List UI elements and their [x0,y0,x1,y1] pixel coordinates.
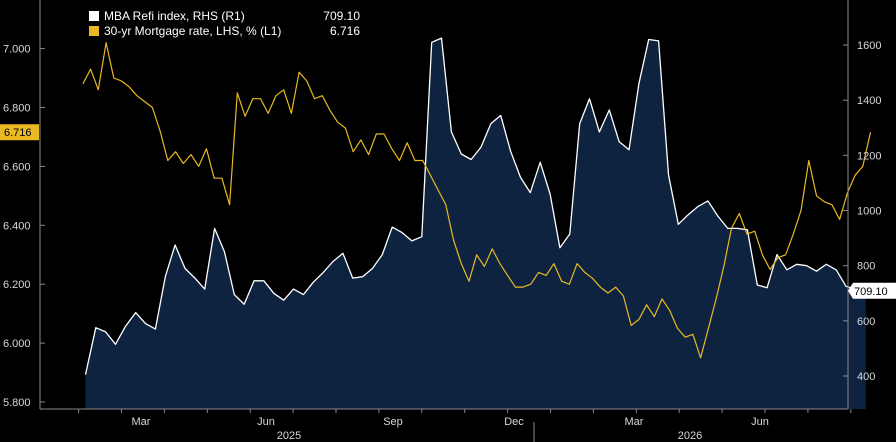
right-value-tag-text: 709.10 [854,286,888,298]
x-tick-label: Jun [257,416,275,428]
right-tick-label: 400 [857,371,875,383]
x-tick-label: Mar [625,416,644,428]
right-tick-label: 1000 [857,206,881,218]
right-tick-label: 1200 [857,150,881,162]
right-tick-label: 1600 [857,40,881,52]
right-tick-label: 1400 [857,95,881,107]
legend-last-value: 709.10 [323,9,360,23]
left-tick-label: 5.800 [3,397,31,409]
legend-swatch [89,11,99,21]
left-tick-label: 6.800 [3,103,31,115]
year-labels: 2025 2026 [277,430,702,442]
refi-area-layer [85,38,866,409]
left-axis-ticks: 5.800 6.000 6.200 6.400 6.600 6.800 7.000 [3,44,45,409]
left-value-tag [0,124,39,141]
year-label: 2026 [678,430,702,442]
x-tick-label: Dec [504,416,524,428]
left-tick-label: 6.200 [3,279,31,291]
last-value-tags: 6.716 709.10 [0,124,896,299]
x-tick-label: Mar [132,416,151,428]
axes-layer [39,0,849,442]
legend-label: 30-yr Mortgage rate, LHS, % (L1) [104,24,281,38]
x-tick-label: Sep [383,416,403,428]
refi-index-line [84,37,866,375]
mortgage-rate-line [82,42,872,359]
series-lines-layer [82,37,872,375]
left-value-tag-text: 6.716 [4,127,32,139]
right-tick-label: 600 [857,316,875,328]
legend-label: MBA Refi index, RHS (R1) [104,9,245,23]
x-tick-label: Jun [751,416,769,428]
left-tick-label: 6.600 [3,161,31,173]
legend: MBA Refi index, RHS (R1) 709.10 30-yr Mort… [84,6,366,42]
refi-area [85,38,866,409]
right-tick-label: 800 [857,261,875,273]
left-tick-label: 6.000 [3,338,31,350]
year-label: 2025 [277,430,301,442]
right-value-tag [848,282,896,299]
right-axis-ticks: 400 600 800 1000 1200 1400 1600 [843,40,881,383]
x-axis-ticks: Mar Jun Sep Dec Mar Jun [78,409,852,428]
left-tick-label: 6.400 [3,220,31,232]
legend-swatch [89,26,99,36]
legend-last-value: 6.716 [330,24,360,38]
left-tick-label: 7.000 [3,44,31,56]
legend-background [84,6,366,42]
